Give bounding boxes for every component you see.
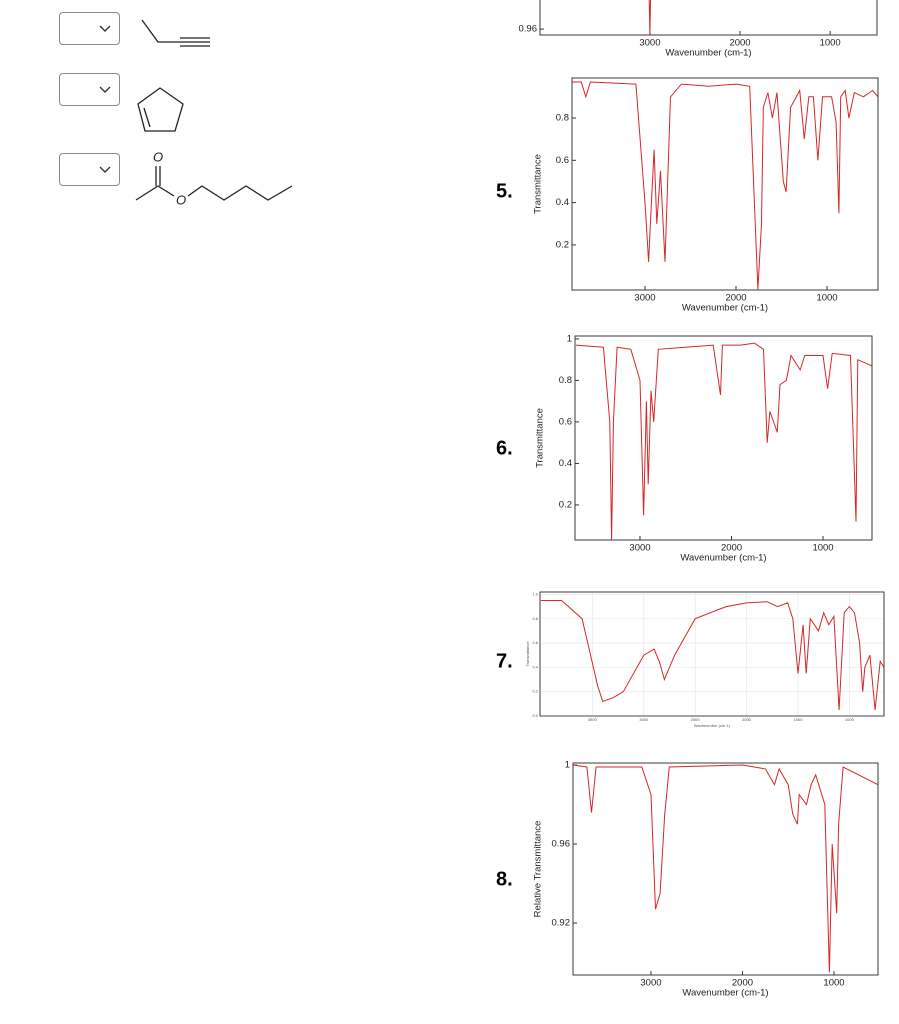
spectrum-line [573, 764, 878, 973]
y-tick-label: 0.2 [532, 689, 538, 694]
y-tick-label: 0.4 [556, 197, 569, 208]
atom-label: O [176, 192, 186, 207]
y-axis-label: Transmittance [533, 154, 544, 214]
question-number: 8. [496, 868, 513, 890]
plot-border [574, 335, 873, 541]
x-tick-label: 2000 [742, 717, 752, 722]
y-tick-label: 1.0 [532, 591, 538, 596]
y-tick-label: 0.8 [559, 375, 572, 386]
x-tick-label: 3000 [640, 978, 661, 989]
plot-frame [539, 0, 878, 36]
x-axis-label: Wavenumber (cm-1) [694, 723, 731, 728]
y-tick-label: 0.96 [552, 839, 571, 850]
y-axis-label: Transmittance [535, 408, 546, 468]
x-axis-label: Wavenumber (cm-1) [682, 988, 768, 999]
plot-border [539, 591, 885, 717]
y-tick-label: 0.8 [532, 616, 538, 621]
y-tick-label: 1 [567, 333, 572, 344]
molecule-cyclopentene [137, 87, 184, 132]
y-tick-label: 1 [565, 759, 570, 770]
answer-dropdown[interactable] [59, 12, 120, 45]
x-tick-label: 1000 [816, 293, 837, 304]
chevron [99, 86, 111, 93]
x-tick-label: 1000 [823, 978, 844, 989]
x-tick-label: 2000 [725, 293, 746, 304]
x-tick-label: 1000 [845, 717, 855, 722]
x-tick-label: 2000 [732, 978, 753, 989]
question-number: 7. [496, 650, 513, 672]
question-number: 5. [496, 180, 513, 202]
molecule-butyne [141, 19, 210, 47]
x-axis-label: Wavenumber (cm-1) [682, 303, 768, 314]
question-number: 6. [496, 437, 513, 459]
y-tick-label: 0.92 [552, 918, 571, 929]
x-tick-label: 1500 [794, 717, 804, 722]
answer-dropdown[interactable] [59, 153, 120, 186]
x-tick-label: 1000 [820, 38, 841, 49]
x-tick-label: 3000 [639, 38, 660, 49]
y-tick-label: 0.6 [556, 155, 569, 166]
x-tick-label: 3000 [639, 717, 649, 722]
x-tick-label: 3500 [588, 717, 598, 722]
plot-frame [571, 77, 879, 291]
y-axis-label: Transmittance [525, 641, 530, 667]
y-tick-label: 0.6 [532, 640, 538, 645]
x-axis-label: Wavenumber (cm-1) [665, 48, 751, 59]
plot-border [539, 0, 878, 36]
y-tick-label: 0.4 [559, 458, 572, 469]
x-tick-label: 2000 [729, 38, 750, 49]
x-axis-label: Wavenumber (cm-1) [680, 553, 766, 564]
x-tick-label: 2500 [691, 717, 701, 722]
y-tick-label: 0.2 [559, 499, 572, 510]
x-tick-label: 1000 [812, 543, 833, 554]
plot-frame [574, 335, 873, 541]
spectrum-line [575, 342, 872, 540]
atom-label: O [153, 149, 163, 164]
x-tick-label: 2000 [721, 543, 742, 554]
y-tick-label: 0.96 [519, 24, 538, 35]
chevron [99, 25, 111, 32]
y-axis-label: Relative Transmittance [533, 821, 544, 918]
spectrum-line [541, 600, 884, 710]
plot-frame [539, 591, 885, 717]
spectrum-line [572, 81, 878, 290]
chevron [99, 166, 111, 173]
plot-border [572, 762, 879, 976]
x-tick-label: 3000 [634, 293, 655, 304]
x-tick-label: 3000 [629, 543, 650, 554]
y-tick-label: 0.0 [532, 713, 538, 718]
y-tick-label: 0.4 [532, 664, 538, 669]
y-tick-label: 0.8 [556, 113, 569, 124]
y-tick-label: 0.6 [559, 416, 572, 427]
molecule-ester [135, 166, 293, 201]
answer-dropdown[interactable] [59, 73, 120, 106]
plot-border [571, 77, 879, 291]
y-tick-label: 0.2 [556, 239, 569, 250]
plot-frame [572, 762, 879, 976]
